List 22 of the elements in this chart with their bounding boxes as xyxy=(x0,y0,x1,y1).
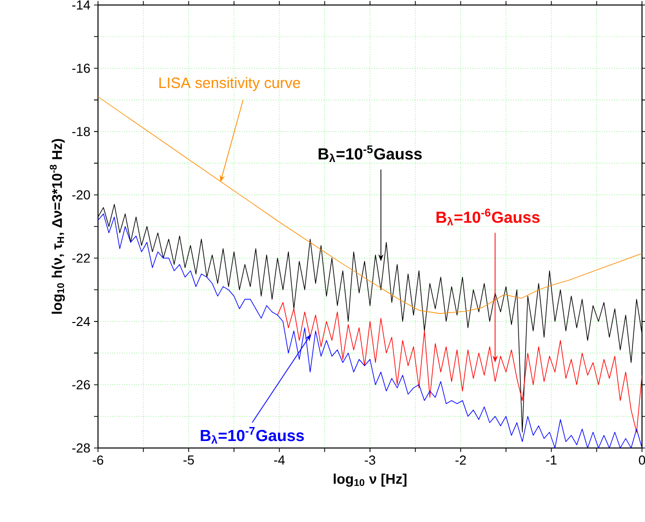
annotation: LISA sensitivity curve xyxy=(159,77,300,92)
x-tick-label: -3 xyxy=(364,456,376,465)
annotation: B$_{λ}$=10$^{-5}$Gauss xyxy=(318,145,422,162)
annotation: B$_{λ}$=10$^{-7}$Gauss xyxy=(200,427,304,444)
x-tick-label: -6 xyxy=(92,456,104,465)
y-tick-label: -14 xyxy=(72,0,90,10)
x-tick-label: -2 xyxy=(455,456,466,465)
y-axis-title: log$_{10}$ h(ν, τ$_{H}$, Δν=3*10$^{-8}$ Hz) xyxy=(50,139,65,314)
x-tick-label: -1 xyxy=(546,456,556,464)
y-tick-label: -18 xyxy=(72,126,90,136)
y-tick-label: -20 xyxy=(72,190,90,200)
x-tick-label: -4 xyxy=(274,456,285,464)
x-axis-title: log$_{10}$ ν [Hz] xyxy=(334,474,406,487)
y-tick-label: -16 xyxy=(72,64,90,73)
y-tick-label: -26 xyxy=(72,380,90,390)
y-tick-label: -24 xyxy=(72,316,90,326)
x-tick-label: 0 xyxy=(638,456,645,465)
y-tick-label: -28 xyxy=(72,443,90,453)
y-tick-label: -22 xyxy=(72,254,90,263)
x-tick-label: -5 xyxy=(183,456,194,465)
line-series xyxy=(98,96,642,314)
annotation: B$_{λ}$=10$^{-6}$Gauss xyxy=(436,208,540,226)
